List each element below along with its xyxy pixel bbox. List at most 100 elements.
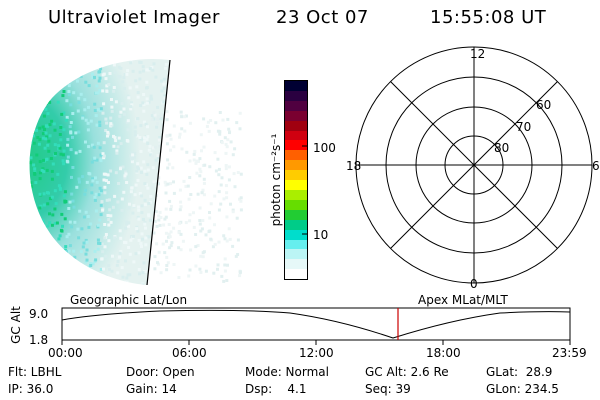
aurora-pixel [58, 186, 62, 190]
aurora-pixel [98, 120, 102, 124]
aurora-pixel [67, 232, 71, 236]
aurora-pixel [118, 251, 122, 255]
aurora-pixel [172, 191, 176, 195]
aurora-pixel [53, 256, 56, 260]
aurora-pixel [188, 268, 192, 272]
aurora-pixel [37, 59, 41, 63]
aurora-pixel [26, 187, 29, 190]
aurora-pixel [29, 239, 31, 243]
aurora-pixel [46, 143, 50, 147]
aurora-pixel [188, 159, 192, 163]
aurora-pixel [188, 176, 192, 179]
aurora-pixel [110, 98, 113, 101]
aurora-pixel [70, 225, 74, 229]
aurora-pixel [96, 91, 100, 95]
aurora-pixel [198, 206, 202, 210]
aurora-pixel [112, 63, 116, 67]
aurora-pixel [199, 229, 203, 233]
aurora-pixel [50, 177, 54, 181]
aurora-pixel [148, 287, 151, 290]
aurora-pixel [47, 96, 51, 100]
aurora-pixel [116, 145, 120, 149]
aurora-pixel [44, 58, 48, 61]
aurora-pixel [50, 119, 54, 123]
aurora-pixel [42, 192, 46, 196]
aurora-pixel [141, 65, 145, 69]
aurora-pixel [182, 179, 186, 183]
aurora-pixel [110, 105, 114, 109]
aurora-pixel [160, 89, 164, 93]
terminator-line [146, 59, 171, 286]
aurora-pixel [32, 163, 36, 167]
aurora-pixel [48, 212, 51, 216]
aurora-pixel [29, 105, 32, 108]
aurora-pixel [233, 147, 237, 151]
aurora-pixel [59, 82, 63, 86]
aurora-pixel [168, 246, 172, 250]
aurora-pixel [155, 224, 159, 228]
aurora-pixel [133, 133, 137, 137]
aurora-pixel [233, 185, 237, 189]
aurora-pixel [144, 226, 147, 230]
aurora-pixel [103, 185, 107, 189]
aurora-pixel [216, 157, 220, 161]
aurora-pixel [29, 115, 31, 119]
aurora-pixel [223, 136, 227, 140]
aurora-pixel [148, 200, 152, 204]
aurora-pixel [136, 117, 139, 121]
aurora-pixel [96, 238, 100, 242]
aurora-pixel [101, 208, 105, 212]
aurora-pixel [151, 279, 154, 283]
aurora-pixel [29, 156, 33, 160]
aurora-pixel [68, 125, 72, 129]
aurora-pixel [77, 236, 81, 240]
aurora-pixel [70, 61, 74, 65]
aurora-pixel [165, 228, 168, 231]
aurora-pixel [34, 181, 38, 185]
aurora-pixel [185, 150, 189, 154]
aurora-pixel [179, 248, 183, 252]
aurora-pixel [146, 163, 150, 167]
aurora-pixel [181, 239, 185, 243]
aurora-pixel [104, 117, 108, 121]
aurora-pixel [29, 90, 32, 94]
aurora-pixel [136, 229, 140, 233]
aurora-pixel [81, 245, 85, 249]
aurora-pixel [34, 270, 38, 274]
aurora-pixel [223, 257, 227, 261]
aurora-pixel [40, 260, 44, 264]
aurora-pixel [159, 117, 163, 121]
aurora-pixel [36, 272, 40, 276]
aurora-pixel [85, 240, 89, 244]
aurora-pixel [43, 128, 46, 131]
aurora-pixel [200, 227, 204, 231]
aurora-pixel [171, 142, 174, 145]
aurora-pixel [133, 130, 137, 134]
aurora-pixel [62, 162, 66, 166]
aurora-pixel [40, 58, 44, 62]
aurora-pixel [91, 262, 95, 266]
aurora-pixel [201, 255, 205, 259]
aurora-pixel [106, 130, 110, 134]
aurora-pixel [94, 273, 97, 277]
aurora-pixel [63, 190, 67, 194]
aurora-pixel [170, 256, 173, 259]
aurora-pixel [151, 166, 155, 170]
aurora-pixel [68, 93, 71, 96]
aurora-pixel [216, 263, 220, 267]
aurora-pixel [189, 193, 193, 196]
aurora-pixel [29, 205, 33, 209]
aurora-pixel [147, 214, 151, 218]
aurora-pixel [202, 177, 206, 181]
aurora-pixel [158, 210, 162, 214]
aurora-pixel [109, 214, 113, 218]
aurora-pixel [29, 134, 31, 138]
colorbar-segment [285, 130, 307, 141]
aurora-pixel [194, 233, 198, 236]
aurora-pixel [169, 158, 171, 162]
aurora-pixel [25, 154, 28, 157]
aurora-pixel [179, 232, 183, 236]
aurora-pixel [208, 165, 212, 169]
aurora-pixel [145, 68, 149, 72]
aurora-pixel [163, 94, 167, 98]
